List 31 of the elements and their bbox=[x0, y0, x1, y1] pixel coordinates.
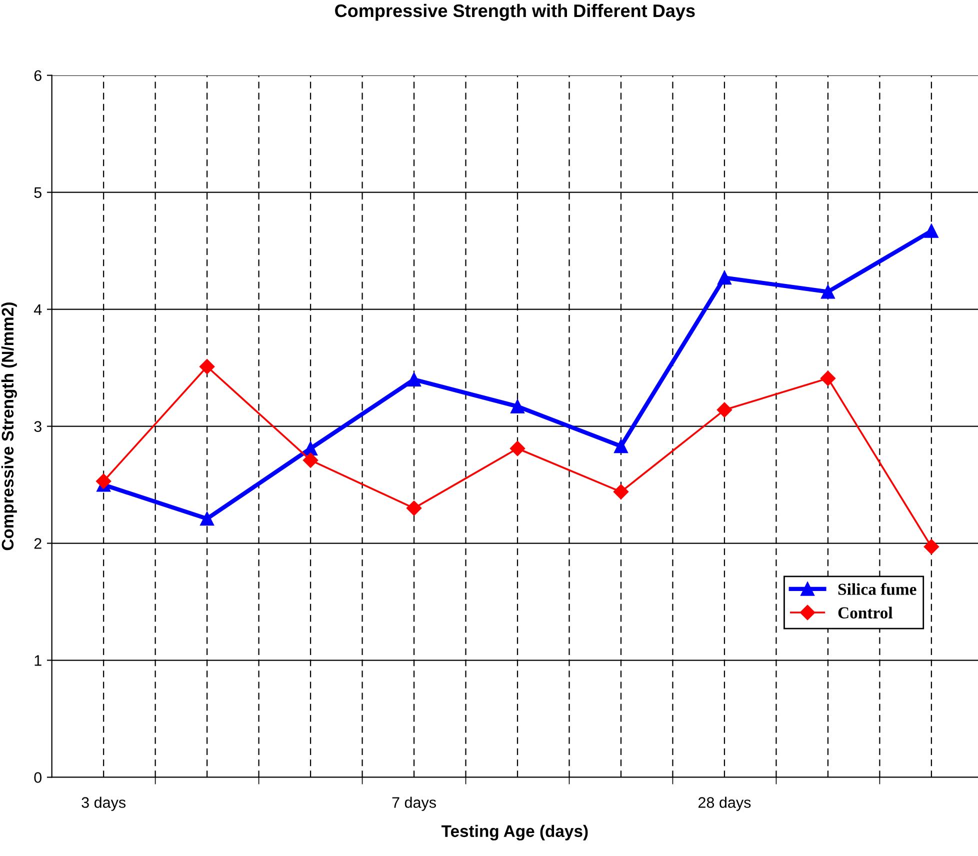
point bbox=[96, 474, 112, 489]
point bbox=[407, 372, 421, 386]
point bbox=[614, 439, 628, 454]
point bbox=[302, 452, 318, 468]
point bbox=[510, 399, 524, 414]
y-tick-label: 1 bbox=[34, 655, 42, 666]
point bbox=[406, 500, 422, 516]
x-tick-label: 3 days bbox=[82, 796, 126, 811]
x-tick-label: 28 days bbox=[698, 796, 751, 811]
point bbox=[821, 284, 835, 299]
y-tick-label: 0 bbox=[34, 772, 42, 783]
y-tick-label: 2 bbox=[34, 538, 42, 549]
legend-label: Control bbox=[838, 606, 893, 618]
legend-label: Silica fume bbox=[838, 583, 916, 595]
point bbox=[510, 440, 526, 456]
x-tick-label: 7 days bbox=[392, 796, 436, 811]
y-axis-title: Compressive Strength (N/mm2) bbox=[1, 302, 17, 550]
x-axis-title: Testing Age (days) bbox=[441, 824, 588, 840]
point bbox=[924, 539, 940, 554]
point bbox=[924, 224, 938, 238]
chart-title: Compressive Strength with Different Days bbox=[335, 4, 695, 21]
point bbox=[613, 484, 629, 500]
y-tick-label: 4 bbox=[34, 304, 42, 315]
point bbox=[820, 370, 836, 386]
point bbox=[716, 402, 732, 418]
y-tick-label: 5 bbox=[34, 187, 42, 198]
point bbox=[199, 359, 215, 374]
point bbox=[718, 270, 732, 285]
point bbox=[200, 512, 214, 526]
y-tick-label: 6 bbox=[34, 70, 42, 82]
y-tick-label: 3 bbox=[34, 421, 42, 432]
